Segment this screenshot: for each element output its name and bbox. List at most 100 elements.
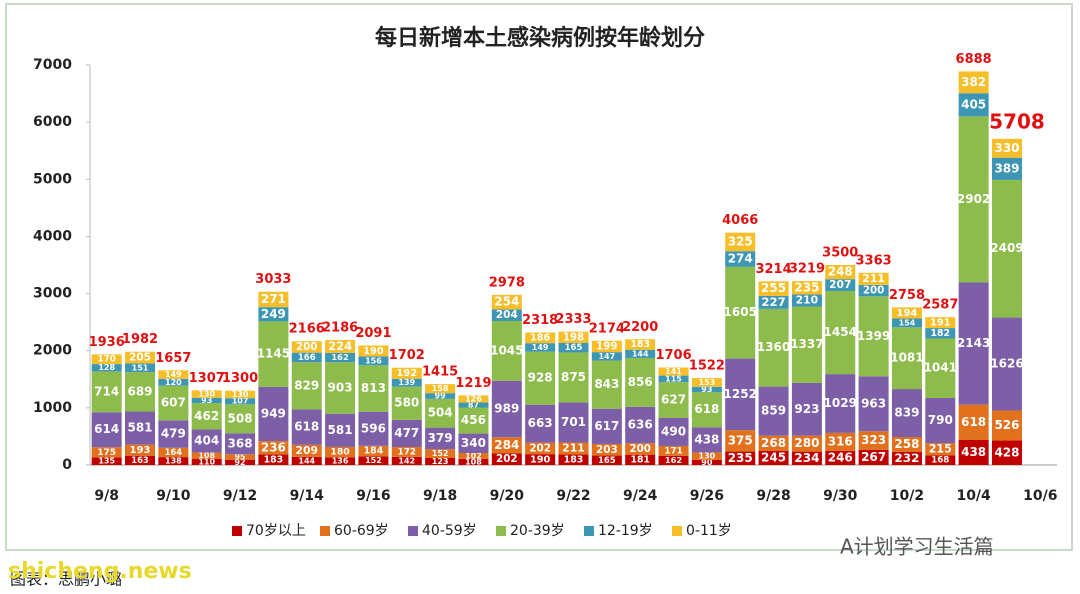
segment-label: 200 <box>629 443 650 455</box>
bar-segment <box>691 427 722 453</box>
segment-label: 144 <box>298 456 315 465</box>
bar-segment <box>858 272 889 285</box>
total-label: 4066 <box>722 213 758 228</box>
segment-label: 404 <box>194 434 219 448</box>
segment-label: 152 <box>365 456 382 465</box>
bar-segment <box>858 284 889 297</box>
segment-label: 170 <box>98 355 116 365</box>
bar-segment <box>991 179 1022 318</box>
segment-label: 255 <box>761 281 786 295</box>
bar-segment <box>491 294 522 310</box>
y-tick-label: 4000 <box>33 228 72 244</box>
segment-label: 166 <box>298 353 316 363</box>
segment-label: 316 <box>828 434 853 448</box>
segment-label: 617 <box>594 419 619 433</box>
segment-label: 234 <box>794 451 819 465</box>
segment-label: 211 <box>562 442 585 455</box>
total-label: 1657 <box>155 351 191 366</box>
total-label: 1702 <box>389 348 425 363</box>
bar-segment <box>658 367 689 376</box>
bar-segment <box>958 116 989 283</box>
bar-segment <box>891 451 922 465</box>
y-tick-label: 3000 <box>33 286 72 302</box>
bar-segment <box>925 317 956 329</box>
segment-label: 149 <box>532 343 549 352</box>
legend-swatch <box>672 526 682 536</box>
bar-segment <box>358 345 389 357</box>
segment-label: 284 <box>494 438 519 452</box>
bar-segment <box>225 433 256 455</box>
segment-label: 165 <box>565 342 583 352</box>
bar-segment <box>191 403 222 430</box>
segment-label: 95 <box>234 453 246 462</box>
segment-label: 184 <box>364 446 384 457</box>
segment-label: 508 <box>228 411 253 425</box>
segment-label: 199 <box>596 341 617 352</box>
segment-label: 168 <box>931 456 949 466</box>
bar-segment <box>125 411 156 445</box>
bar-segment <box>425 427 456 450</box>
segment-label: 1081 <box>890 351 923 365</box>
bar-segment <box>358 356 389 366</box>
bar-segment <box>591 455 622 465</box>
segment-label: 323 <box>861 433 886 447</box>
segment-label: 627 <box>661 393 686 407</box>
bar-segment <box>191 458 222 465</box>
bar-segment <box>725 451 756 465</box>
bar-segment <box>391 456 422 465</box>
bar-segment <box>991 157 1022 180</box>
segment-label: 663 <box>528 416 553 430</box>
bar-segment <box>225 454 256 460</box>
bar-segment <box>391 367 422 379</box>
segment-label: 271 <box>261 292 286 306</box>
bar-segment <box>625 339 656 350</box>
bar-segment <box>258 307 289 322</box>
bar-segment <box>225 404 256 434</box>
segment-label: 1454 <box>824 325 857 339</box>
bar-segment <box>691 378 722 387</box>
bar-segment <box>791 306 822 383</box>
segment-label: 182 <box>931 328 951 339</box>
bar-segment <box>758 308 789 387</box>
bar-segment <box>258 441 289 455</box>
bar-segment <box>291 352 322 363</box>
segment-label: 1626 <box>990 357 1023 371</box>
bar-segment <box>725 430 756 452</box>
segment-label: 607 <box>161 396 186 410</box>
bar-segment <box>558 331 589 343</box>
bar-segment <box>725 266 756 359</box>
bar-segment <box>725 358 756 431</box>
segment-label: 200 <box>296 341 317 353</box>
bar-segment <box>658 417 689 446</box>
bar-segment <box>791 281 822 295</box>
segment-label: 490 <box>661 424 686 438</box>
legend-swatch <box>320 526 330 536</box>
bar-segment <box>758 435 789 451</box>
segment-label: 477 <box>394 426 419 440</box>
bar-segment <box>258 454 289 465</box>
segment-label: 138 <box>165 457 182 466</box>
bar-segment <box>525 404 556 443</box>
segment-label: 190 <box>363 346 384 357</box>
total-label: 3219 <box>789 262 825 277</box>
segment-label: 209 <box>296 444 318 457</box>
bar-segment <box>525 454 556 465</box>
segment-label: 210 <box>796 293 819 306</box>
bar-segment <box>158 457 189 465</box>
bar-segment <box>758 386 789 436</box>
segment-label: 843 <box>594 377 619 391</box>
x-tick-label: 9/30 <box>823 488 858 504</box>
segment-label: 2143 <box>957 336 990 350</box>
bar-segment <box>691 459 722 465</box>
segment-label: 813 <box>361 381 386 395</box>
segment-label: 139 <box>398 378 415 387</box>
bar-segment <box>358 411 389 446</box>
segment-label: 1399 <box>857 329 890 343</box>
bar-segment <box>958 404 989 440</box>
segment-label: 949 <box>261 406 286 420</box>
segment-label: 618 <box>961 415 986 429</box>
total-label: 1522 <box>689 359 725 374</box>
segment-label: 581 <box>127 421 152 435</box>
segment-label: 215 <box>929 442 952 455</box>
